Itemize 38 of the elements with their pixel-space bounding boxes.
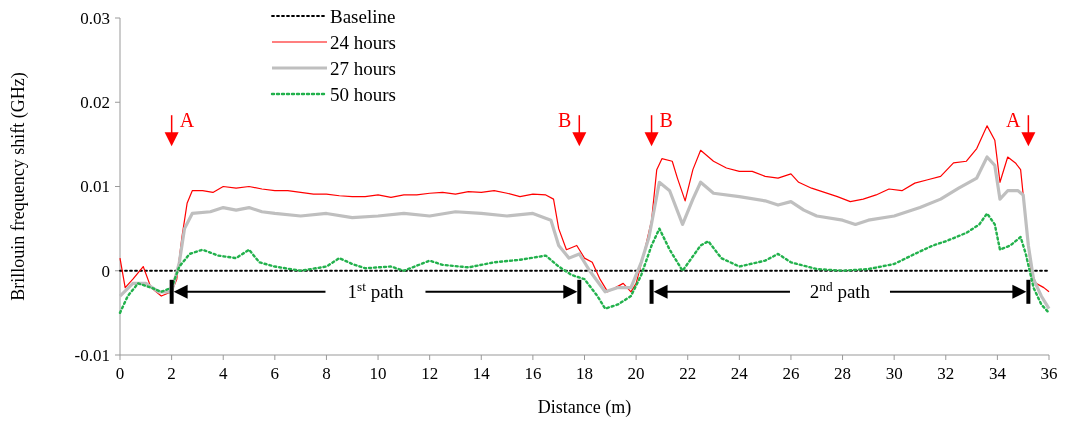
x-tick-label: 8 bbox=[322, 364, 331, 383]
x-tick-label: 18 bbox=[576, 364, 593, 383]
x-tick-label: 0 bbox=[115, 364, 125, 383]
annotation: B bbox=[659, 109, 673, 132]
line-series bbox=[118, 155, 1051, 311]
legend-label: 27 hours bbox=[330, 57, 396, 79]
legend-label: 24 hours bbox=[330, 31, 396, 53]
x-tick-label: 32 bbox=[937, 364, 955, 383]
annotation: A bbox=[1005, 109, 1021, 132]
y-tick-label: 0.03 bbox=[80, 8, 110, 28]
x-tick-label: 12 bbox=[421, 364, 439, 383]
y-tick-label: 0 bbox=[101, 261, 110, 281]
x-tick-label: 22 bbox=[679, 364, 697, 383]
y-tick-label: 0.02 bbox=[80, 93, 110, 113]
x-axis-title: Distance (m) bbox=[537, 397, 632, 418]
y-axis-title: Brillouin frequency shift (GHz) bbox=[8, 72, 29, 301]
x-tick-label: 4 bbox=[218, 364, 228, 383]
x-tick-label: 34 bbox=[988, 364, 1007, 383]
y-tick-label: -0.01 bbox=[74, 345, 110, 365]
x-tick-label: 30 bbox=[885, 364, 903, 383]
y-tick-label: 0.01 bbox=[80, 177, 110, 197]
x-tick-label: 16 bbox=[524, 364, 542, 383]
x-tick-label: 14 bbox=[472, 364, 491, 383]
legend-label: 50 hours bbox=[330, 83, 396, 105]
annotation: B bbox=[557, 109, 572, 132]
x-tick-label: 2 bbox=[167, 364, 176, 383]
legend-label: Baseline bbox=[330, 5, 396, 27]
x-tick-label: 10 bbox=[369, 364, 387, 383]
annotation: A bbox=[179, 109, 195, 132]
line-series bbox=[118, 212, 1051, 315]
x-tick-label: 20 bbox=[627, 364, 645, 383]
x-tick-label: 24 bbox=[730, 364, 749, 383]
annotation: 1$^{st}$ path bbox=[347, 278, 404, 303]
x-tick-label: 36 bbox=[1040, 364, 1058, 383]
x-tick-label: 6 bbox=[270, 364, 280, 383]
x-tick-label: 28 bbox=[834, 364, 852, 383]
annotation: 2$^{nd}$ path bbox=[809, 278, 871, 303]
x-tick-label: 26 bbox=[782, 364, 800, 383]
